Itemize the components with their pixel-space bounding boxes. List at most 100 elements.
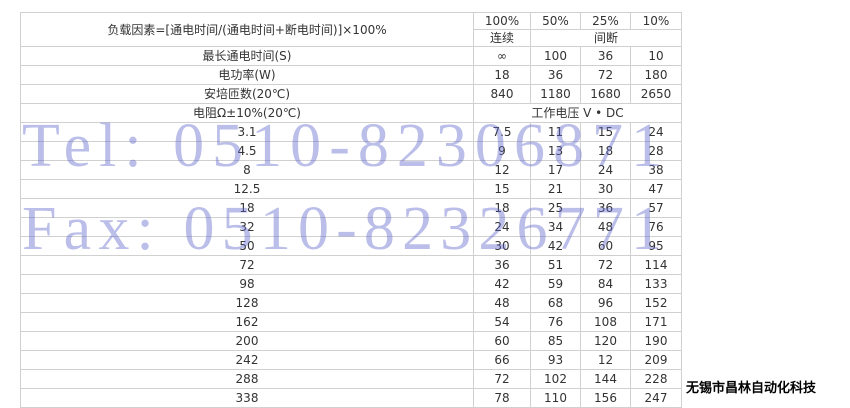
voltage: 42 xyxy=(530,236,581,256)
voltage: 24 xyxy=(473,217,531,237)
percent-header: 25% xyxy=(580,12,631,30)
voltage: 15 xyxy=(580,122,631,142)
voltage: 76 xyxy=(530,312,581,332)
resistance: 98 xyxy=(20,274,474,294)
voltage: 13 xyxy=(530,141,581,161)
data-row: 288 72 102 144 228 xyxy=(20,369,682,389)
company-name: 无锡市昌林自动化科技 xyxy=(686,381,817,396)
voltage: 247 xyxy=(630,388,682,408)
resistance: 338 xyxy=(20,388,474,408)
row-value: 1680 xyxy=(580,84,631,104)
section-unit: 工作电压 V • DC xyxy=(473,103,682,123)
voltage: 110 xyxy=(530,388,581,408)
spec-row: 电功率(W) 18 36 72 180 xyxy=(20,65,682,85)
voltage: 95 xyxy=(630,236,682,256)
voltage: 114 xyxy=(630,255,682,275)
voltage: 30 xyxy=(473,236,531,256)
section-row: 电阻Ω±10%(20℃) 工作电压 V • DC xyxy=(20,103,682,123)
voltage: 60 xyxy=(580,236,631,256)
voltage: 93 xyxy=(530,350,581,370)
voltage: 120 xyxy=(580,331,631,351)
data-row: 72 36 51 72 114 xyxy=(20,255,682,275)
resistance: 3.1 xyxy=(20,122,474,142)
voltage: 72 xyxy=(473,369,531,389)
data-row: 4.5 9 13 18 28 xyxy=(20,141,682,161)
spec-row: 安培匝数(20℃) 840 1180 1680 2650 xyxy=(20,84,682,104)
resistance: 18 xyxy=(20,198,474,218)
mode-continuous: 连续 xyxy=(473,29,531,47)
voltage: 152 xyxy=(630,293,682,313)
voltage: 15 xyxy=(473,179,531,199)
voltage: 48 xyxy=(473,293,531,313)
voltage: 144 xyxy=(580,369,631,389)
voltage: 190 xyxy=(630,331,682,351)
row-value: 10 xyxy=(630,46,682,66)
section-label: 电阻Ω±10%(20℃) xyxy=(20,103,474,123)
voltage: 133 xyxy=(630,274,682,294)
voltage: 59 xyxy=(530,274,581,294)
row-label: 最长通电时间(S) xyxy=(20,46,474,66)
voltage: 18 xyxy=(580,141,631,161)
data-row: 98 42 59 84 133 xyxy=(20,274,682,294)
voltage: 24 xyxy=(580,160,631,180)
header-row: 负载因素=[通电时间/(通电时间+断电时间)]×100% 100% 50% 25% 10… xyxy=(20,12,682,47)
voltage: 38 xyxy=(630,160,682,180)
row-value: 1180 xyxy=(530,84,581,104)
voltage: 30 xyxy=(580,179,631,199)
voltage: 42 xyxy=(473,274,531,294)
voltage: 47 xyxy=(630,179,682,199)
voltage: 51 xyxy=(530,255,581,275)
voltage: 72 xyxy=(580,255,631,275)
voltage: 57 xyxy=(630,198,682,218)
row-value: 2650 xyxy=(630,84,682,104)
voltage: 28 xyxy=(630,141,682,161)
voltage: 7.5 xyxy=(473,122,531,142)
voltage: 209 xyxy=(630,350,682,370)
voltage: 96 xyxy=(580,293,631,313)
voltage: 17 xyxy=(530,160,581,180)
voltage: 68 xyxy=(530,293,581,313)
voltage: 156 xyxy=(580,388,631,408)
spec-row: 最长通电时间(S) ∞ 100 36 10 xyxy=(20,46,682,66)
data-row: 162 54 76 108 171 xyxy=(20,312,682,332)
data-row: 200 60 85 120 190 xyxy=(20,331,682,351)
voltage: 18 xyxy=(473,198,531,218)
data-row: 3.1 7.5 11 15 24 xyxy=(20,122,682,142)
voltage: 24 xyxy=(630,122,682,142)
percent-header: 100% xyxy=(473,12,531,30)
row-label: 电功率(W) xyxy=(20,65,474,85)
voltage: 84 xyxy=(580,274,631,294)
voltage: 21 xyxy=(530,179,581,199)
resistance: 200 xyxy=(20,331,474,351)
spec-table: 负载因素=[通电时间/(通电时间+断电时间)]×100% 100% 50% 25% 10… xyxy=(20,12,682,408)
voltage: 60 xyxy=(473,331,531,351)
resistance: 32 xyxy=(20,217,474,237)
row-value: 180 xyxy=(630,65,682,85)
data-row: 8 12 17 24 38 xyxy=(20,160,682,180)
voltage: 9 xyxy=(473,141,531,161)
voltage: 36 xyxy=(580,198,631,218)
data-row: 32 24 34 48 76 xyxy=(20,217,682,237)
resistance: 288 xyxy=(20,369,474,389)
voltage: 48 xyxy=(580,217,631,237)
voltage: 171 xyxy=(630,312,682,332)
voltage: 36 xyxy=(473,255,531,275)
voltage: 12 xyxy=(580,350,631,370)
resistance: 4.5 xyxy=(20,141,474,161)
resistance: 50 xyxy=(20,236,474,256)
voltage: 108 xyxy=(580,312,631,332)
resistance: 128 xyxy=(20,293,474,313)
header-label: 负载因素=[通电时间/(通电时间+断电时间)]×100% xyxy=(20,12,474,47)
data-row: 242 66 93 12 209 xyxy=(20,350,682,370)
data-row: 18 18 25 36 57 xyxy=(20,198,682,218)
data-row: 50 30 42 60 95 xyxy=(20,236,682,256)
voltage: 85 xyxy=(530,331,581,351)
voltage: 54 xyxy=(473,312,531,332)
mode-intermittent: 间断 xyxy=(530,29,682,47)
voltage: 34 xyxy=(530,217,581,237)
voltage: 25 xyxy=(530,198,581,218)
resistance: 162 xyxy=(20,312,474,332)
resistance: 72 xyxy=(20,255,474,275)
data-row: 128 48 68 96 152 xyxy=(20,293,682,313)
